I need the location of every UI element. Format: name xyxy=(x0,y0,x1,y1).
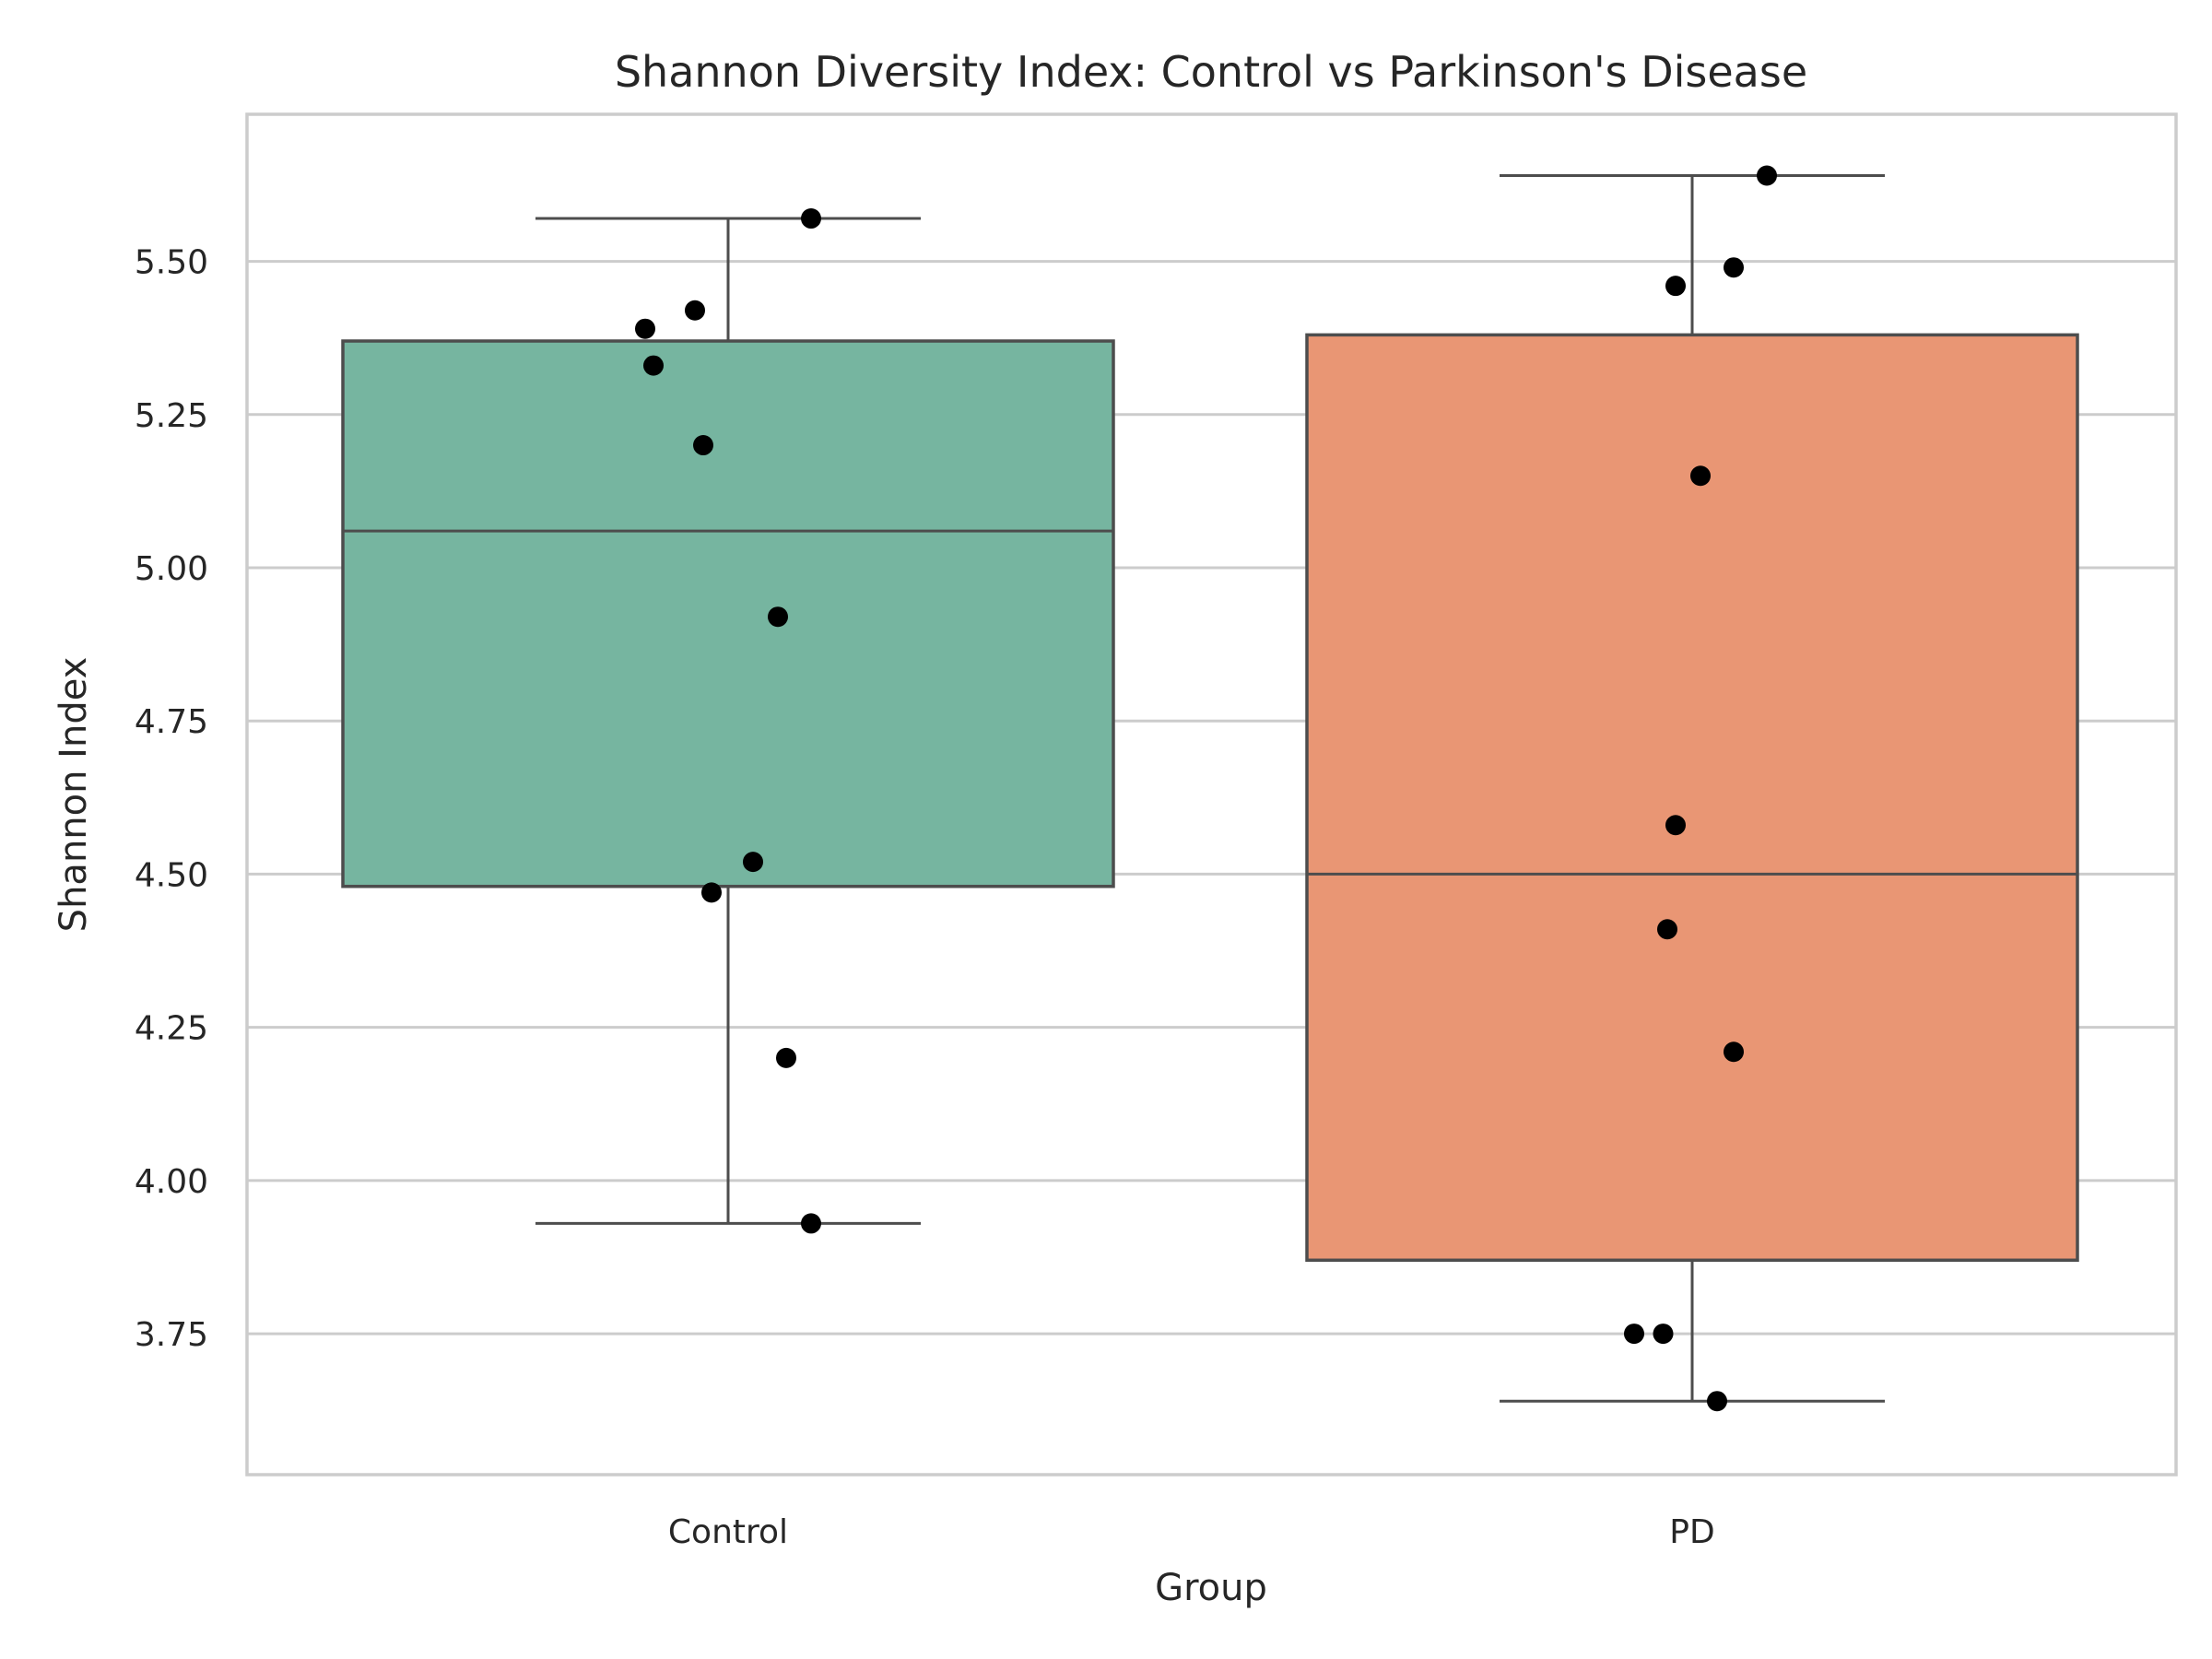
y-tick-label: 5.25 xyxy=(135,397,208,435)
data-point xyxy=(693,435,713,456)
x-tick-label: Control xyxy=(668,1513,788,1551)
y-tick-label: 4.25 xyxy=(135,1010,208,1048)
y-axis-label: Shannon Index xyxy=(53,657,95,933)
y-tick-label: 4.00 xyxy=(135,1163,208,1201)
y-tick-label: 5.00 xyxy=(135,550,208,588)
data-point xyxy=(1707,1391,1727,1412)
data-point xyxy=(1757,165,1777,186)
data-point xyxy=(1665,276,1686,297)
data-point xyxy=(1690,465,1711,487)
y-tick-label: 4.75 xyxy=(135,703,208,741)
x-tick-labels: Control PD xyxy=(668,1513,1715,1551)
y-tick-label: 4.50 xyxy=(135,856,208,894)
data-point xyxy=(1724,257,1744,278)
data-point xyxy=(685,300,705,321)
data-point xyxy=(801,1213,821,1234)
data-point xyxy=(801,208,821,229)
chart-title: Shannon Diversity Index: Control vs Park… xyxy=(615,47,1807,97)
boxes-layer xyxy=(341,173,2079,1403)
plot-frame xyxy=(245,112,2178,1477)
x-tick-label: PD xyxy=(1669,1513,1714,1551)
data-point xyxy=(1724,1041,1744,1063)
iqr-box xyxy=(341,339,1115,888)
data-point xyxy=(1665,815,1686,836)
data-point xyxy=(768,606,788,628)
iqr-box xyxy=(1305,333,2079,1263)
data-point xyxy=(776,1047,796,1068)
data-point xyxy=(1657,919,1677,940)
data-point xyxy=(701,882,722,903)
data-point xyxy=(1624,1324,1644,1345)
data-point xyxy=(743,852,763,873)
points-layer xyxy=(635,165,1777,1412)
data-point xyxy=(635,318,655,339)
y-tick-label: 3.75 xyxy=(135,1316,208,1354)
data-point xyxy=(1653,1324,1674,1345)
y-tick-label: 5.50 xyxy=(135,244,208,282)
data-point xyxy=(643,355,664,376)
x-axis-label: Group xyxy=(1155,1567,1267,1609)
y-tick-labels: 3.75 4.00 4.25 4.50 4.75 5.00 5.25 5.50 xyxy=(135,244,208,1355)
